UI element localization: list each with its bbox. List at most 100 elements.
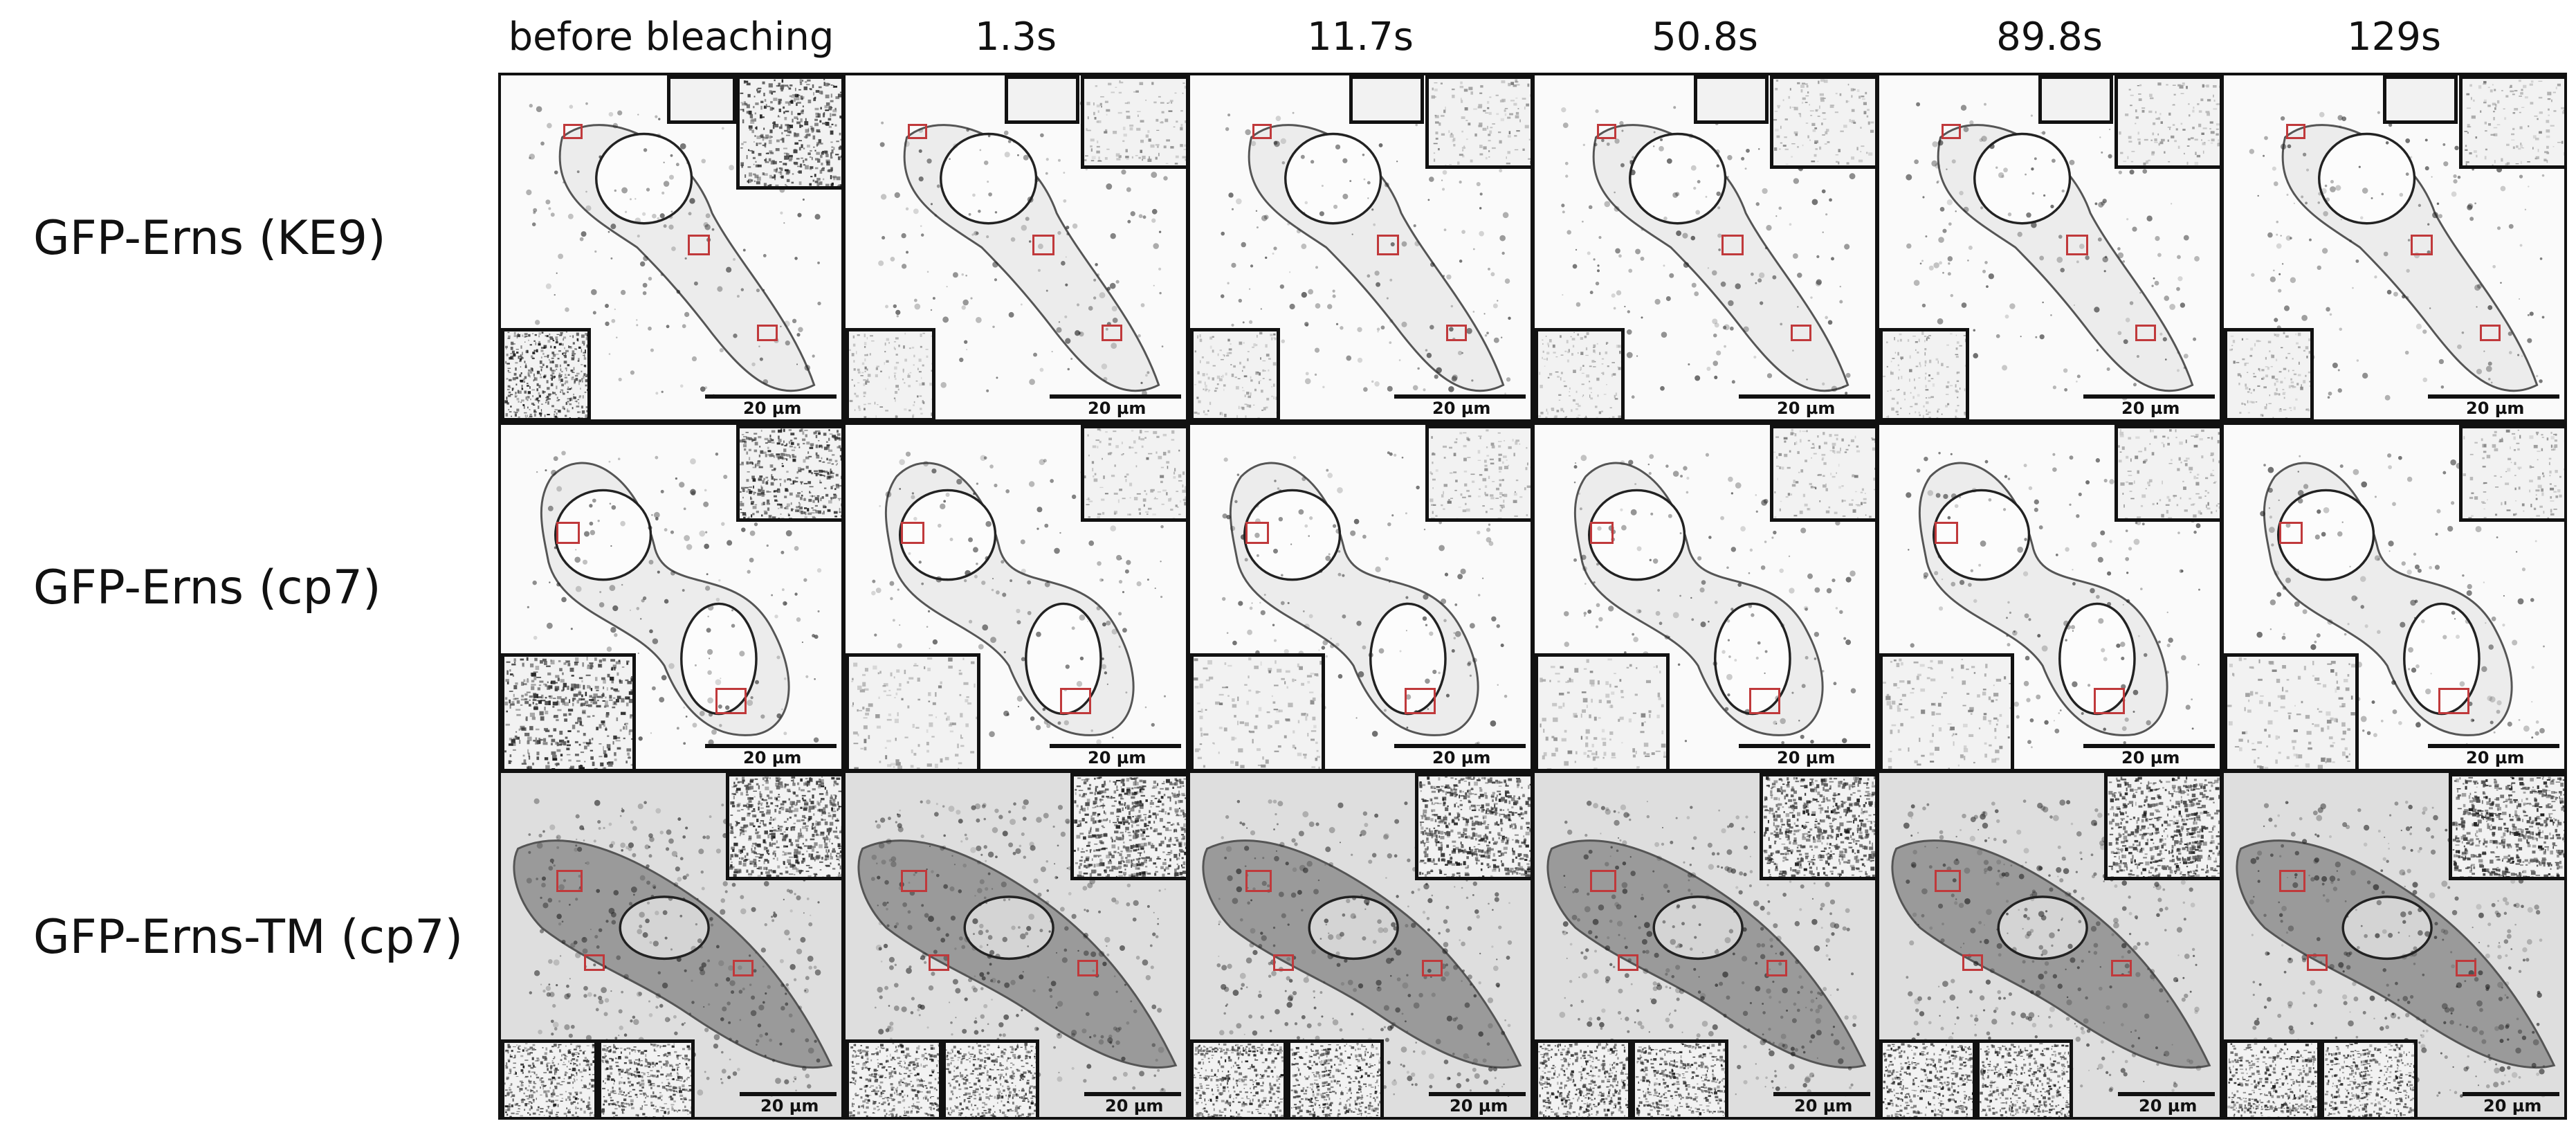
- column-header-4: 50.8s: [1652, 15, 1758, 60]
- image-panel-r2-c4: 20 µm: [1532, 422, 1878, 772]
- scale-bar: [2083, 394, 2215, 399]
- zoom-inset: [736, 425, 841, 522]
- image-panel-r1-c4: 20 µm: [1532, 73, 1878, 422]
- bleach-roi: [1721, 235, 1744, 255]
- microscopy-image-grid: 20 µm 20 µm 20 µm 20 µm 20 µm 20 µm 20 µm 20 µm…: [498, 73, 2576, 1146]
- zoom-inset: [2114, 75, 2220, 169]
- scale-bar: [740, 1092, 837, 1096]
- scale-bar-label: 20 µm: [2466, 748, 2525, 767]
- image-panel-r3-c2: 20 µm: [843, 770, 1189, 1120]
- zoom-inset: [2224, 1039, 2321, 1117]
- zoom-inset: [1005, 75, 1079, 124]
- zoom-inset: [2321, 1039, 2418, 1117]
- scale-bar-label: 20 µm: [1777, 399, 1836, 418]
- scale-bar: [705, 744, 837, 748]
- bleach-roi: [1766, 960, 1787, 976]
- zoom-inset: [1879, 653, 2014, 769]
- scale-bar: [2463, 1092, 2559, 1096]
- scale-bar: [1739, 744, 1870, 748]
- scale-bar-label: 20 µm: [2121, 748, 2180, 767]
- zoom-inset: [1694, 75, 1769, 124]
- column-header-5: 89.8s: [1996, 15, 2103, 60]
- bleach-roi: [2411, 235, 2433, 255]
- column-header-3: 11.7s: [1307, 15, 1414, 60]
- bleach-roi: [2307, 954, 2328, 971]
- image-panel-r1-c6: 20 µm: [2221, 73, 2567, 422]
- zoom-inset: [1976, 1039, 2073, 1117]
- zoom-inset: [1415, 773, 1531, 880]
- zoom-inset: [2038, 75, 2113, 124]
- bleach-roi: [1942, 124, 1961, 139]
- bleach-roi: [733, 960, 753, 976]
- image-panel-r2-c2: 20 µm: [843, 422, 1189, 772]
- zoom-inset: [2224, 328, 2314, 419]
- bleach-roi: [2111, 960, 2132, 976]
- image-panel-r2-c3: 20 µm: [1187, 422, 1533, 772]
- bleach-roi: [1252, 124, 1272, 139]
- bleach-roi: [757, 325, 778, 341]
- zoom-inset: [1879, 328, 1969, 419]
- image-panel-r2-c5: 20 µm: [1876, 422, 2222, 772]
- zoom-inset: [1770, 75, 1875, 169]
- image-panel-r3-c4: 20 µm: [1532, 770, 1878, 1120]
- zoom-inset: [1070, 773, 1186, 880]
- zoom-inset: [2449, 773, 2564, 880]
- zoom-inset: [501, 328, 591, 419]
- zoom-inset: [501, 653, 636, 769]
- zoom-inset: [2383, 75, 2458, 124]
- zoom-inset: [1287, 1039, 1384, 1117]
- bleach-roi: [556, 870, 583, 892]
- zoom-inset: [1190, 653, 1325, 769]
- image-panel-r1-c1: 20 µm: [498, 73, 844, 422]
- bleach-roi: [584, 954, 605, 971]
- scale-bar: [1050, 744, 1181, 748]
- bleach-roi: [2094, 688, 2125, 714]
- scale-bar: [2428, 744, 2559, 748]
- image-panel-r1-c5: 20 µm: [1876, 73, 2222, 422]
- scale-bar-label: 20 µm: [2139, 1096, 2198, 1116]
- scale-bar: [1773, 1092, 1870, 1096]
- zoom-inset: [598, 1039, 695, 1117]
- bleach-roi: [1377, 235, 1399, 255]
- row-label-2: GFP-Erns (cp7): [33, 561, 381, 615]
- scale-bar: [1084, 1092, 1181, 1096]
- zoom-inset: [667, 75, 736, 124]
- bleach-roi: [715, 688, 747, 714]
- bleach-roi: [2279, 870, 2305, 892]
- bleach-roi: [2480, 325, 2501, 341]
- bleach-roi: [1405, 688, 1436, 714]
- bleach-roi: [1077, 960, 1098, 976]
- zoom-inset: [736, 75, 841, 190]
- scale-bar-label: 20 µm: [1432, 748, 1491, 767]
- bleach-roi: [1102, 325, 1122, 341]
- zoom-inset: [846, 328, 935, 419]
- scale-bar-label: 20 µm: [1432, 399, 1491, 418]
- image-panel-r3-c3: 20 µm: [1187, 770, 1533, 1120]
- scale-bar: [2118, 1092, 2215, 1096]
- scale-bar: [1050, 394, 1181, 399]
- scale-bar-label: 20 µm: [760, 1096, 819, 1116]
- bleach-roi: [2066, 235, 2088, 255]
- bleach-roi: [1791, 325, 1811, 341]
- image-panel-r2-c1: 20 µm: [498, 422, 844, 772]
- zoom-inset: [1190, 1039, 1287, 1117]
- scale-bar-label: 20 µm: [1794, 1096, 1853, 1116]
- bleach-roi: [1590, 870, 1616, 892]
- bleach-roi: [556, 522, 580, 544]
- scale-bar-label: 20 µm: [1105, 1096, 1164, 1116]
- scale-bar-label: 20 µm: [2121, 399, 2180, 418]
- scale-bar: [2083, 744, 2215, 748]
- bleach-roi: [1245, 870, 1272, 892]
- scale-bar-label: 20 µm: [1450, 1096, 1508, 1116]
- scale-bar-label: 20 µm: [743, 399, 802, 418]
- zoom-inset: [2114, 425, 2220, 522]
- scale-bar-label: 20 µm: [1777, 748, 1836, 767]
- scale-bar: [1394, 394, 1526, 399]
- zoom-inset: [2104, 773, 2220, 880]
- scale-bar: [1394, 744, 1526, 748]
- bleach-roi: [1422, 960, 1443, 976]
- scale-bar-label: 20 µm: [2483, 1096, 2542, 1116]
- zoom-inset: [1770, 425, 1875, 522]
- zoom-inset: [1879, 1039, 1976, 1117]
- bleach-roi: [901, 522, 924, 544]
